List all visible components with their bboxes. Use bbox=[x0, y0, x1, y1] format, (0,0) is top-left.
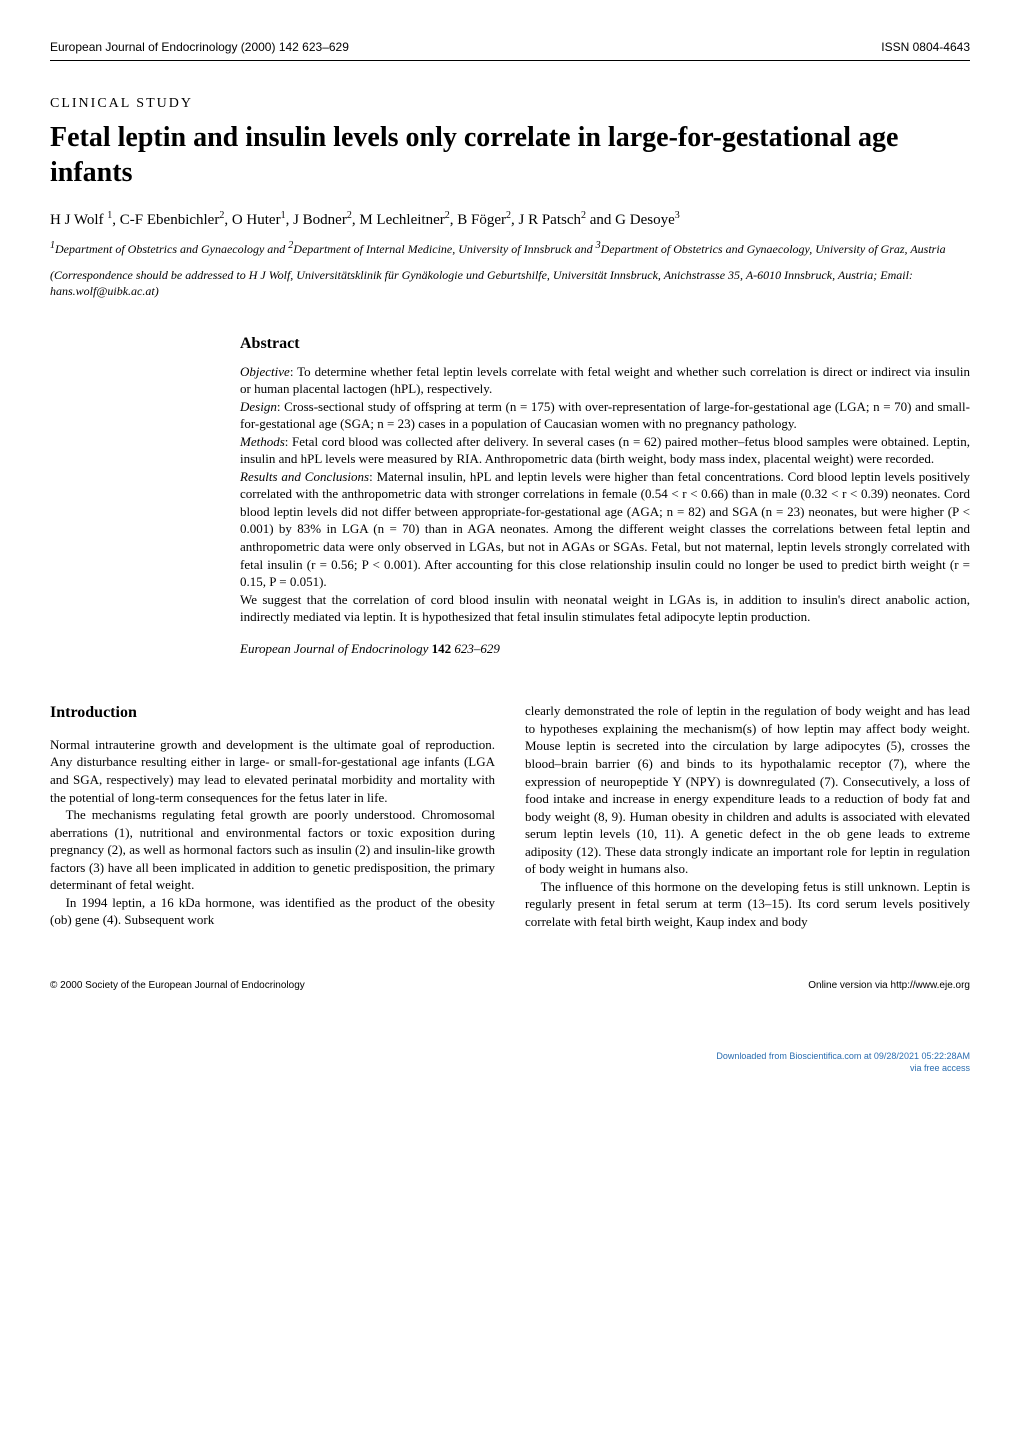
article-title: Fetal leptin and insulin levels only cor… bbox=[50, 120, 970, 190]
download-note: Downloaded from Bioscientifica.com at 09… bbox=[50, 1051, 970, 1074]
methods-label: Methods bbox=[240, 434, 285, 449]
results-text: : Maternal insulin, hPL and leptin level… bbox=[240, 469, 970, 589]
objective-text: : To determine whether fetal leptin leve… bbox=[240, 364, 970, 397]
intro-right-p2: The influence of this hormone on the dev… bbox=[525, 878, 970, 931]
methods-text: : Fetal cord blood was collected after d… bbox=[240, 434, 970, 467]
authors: H J Wolf 1, C-F Ebenbichler2, O Huter1, … bbox=[50, 210, 970, 229]
journal-ref-vol: 142 bbox=[432, 641, 452, 656]
issn: ISSN 0804-4643 bbox=[881, 40, 970, 54]
left-column: Introduction Normal intrauterine growth … bbox=[50, 702, 495, 930]
intro-p2: The mechanisms regulating fetal growth a… bbox=[50, 806, 495, 894]
journal-issue: European Journal of Endocrinology (2000)… bbox=[50, 40, 349, 54]
download-line2: via free access bbox=[50, 1063, 970, 1075]
closing-text: We suggest that the correlation of cord … bbox=[240, 592, 970, 625]
objective-label: Objective bbox=[240, 364, 290, 379]
journal-ref: European Journal of Endocrinology 142 62… bbox=[240, 640, 970, 658]
journal-ref-pages: 623–629 bbox=[451, 641, 500, 656]
design-text: : Cross-sectional study of offspring at … bbox=[240, 399, 970, 432]
abstract-block: Abstract Objective: To determine whether… bbox=[240, 335, 970, 658]
online-version: Online version via http://www.eje.org bbox=[808, 980, 970, 991]
intro-columns: Introduction Normal intrauterine growth … bbox=[50, 702, 970, 930]
intro-right-p1: clearly demonstrated the role of leptin … bbox=[525, 702, 970, 877]
correspondence: (Correspondence should be addressed to H… bbox=[50, 267, 970, 299]
results-label: Results and Conclusions bbox=[240, 469, 369, 484]
abstract-body: Objective: To determine whether fetal le… bbox=[240, 363, 970, 658]
design-label: Design bbox=[240, 399, 277, 414]
intro-p3: In 1994 leptin, a 16 kDa hormone, was id… bbox=[50, 894, 495, 929]
page-footer: © 2000 Society of the European Journal o… bbox=[50, 980, 970, 991]
affiliations: 1Department of Obstetrics and Gynaecolog… bbox=[50, 239, 970, 257]
journal-header: European Journal of Endocrinology (2000)… bbox=[50, 40, 970, 61]
right-column: clearly demonstrated the role of leptin … bbox=[525, 702, 970, 930]
journal-ref-name: European Journal of Endocrinology bbox=[240, 641, 428, 656]
intro-p1: Normal intrauterine growth and developme… bbox=[50, 736, 495, 806]
study-type: CLINICAL STUDY bbox=[50, 96, 970, 112]
download-line1: Downloaded from Bioscientifica.com at 09… bbox=[50, 1051, 970, 1063]
intro-heading: Introduction bbox=[50, 702, 495, 724]
abstract-heading: Abstract bbox=[240, 335, 970, 353]
copyright: © 2000 Society of the European Journal o… bbox=[50, 980, 305, 991]
